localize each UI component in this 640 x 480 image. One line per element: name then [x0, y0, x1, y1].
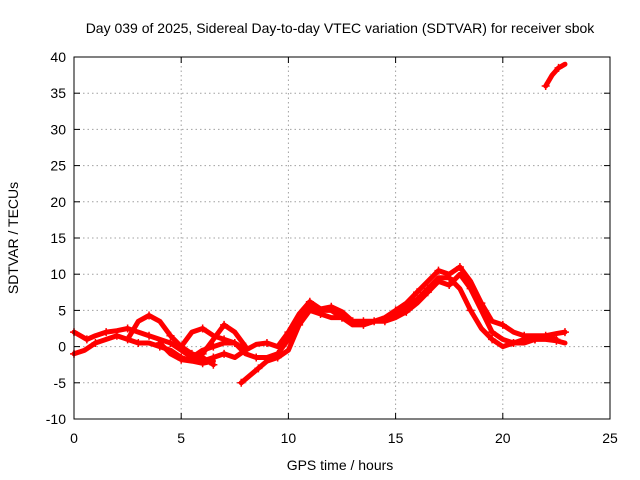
y-axis-label: SDTVAR / TECUs — [5, 182, 21, 294]
series-point-trace-7-2 — [241, 346, 250, 355]
series-point-trace-7-4 — [262, 338, 271, 347]
y-tick-label-5: 15 — [50, 230, 66, 246]
series-point-trace-1-2 — [82, 335, 91, 344]
chart-title: Day 039 of 2025, Sidereal Day-to-day VTE… — [86, 20, 596, 36]
series-line-trace-9 — [543, 61, 568, 89]
series-point-trace-8-14 — [380, 317, 389, 326]
x-tick-label-5: 25 — [602, 430, 618, 446]
series-point-trace-8-10 — [338, 313, 346, 322]
series-point-trace-1-6 — [123, 324, 132, 333]
series-point-trace-6-0 — [187, 353, 196, 362]
series-point-trace-3-4 — [166, 331, 175, 340]
series-point-trace-8-18 — [423, 288, 432, 297]
series-point-trace-8-6 — [295, 320, 304, 329]
y-tick-label-4: 10 — [50, 266, 66, 282]
series-point-trace-8-4 — [273, 353, 282, 362]
series-point-trace-6-28 — [488, 335, 497, 344]
series-point-trace-9-0 — [541, 81, 550, 90]
series-point-trace-7-16 — [391, 306, 400, 315]
y-tick-label-1: -5 — [54, 375, 67, 391]
series-point-trace-2-12 — [198, 359, 207, 368]
series-point-trace-7-0 — [220, 349, 229, 358]
axis-ticks — [73, 56, 611, 420]
y-tick-label-8: 30 — [50, 121, 66, 137]
x-tick-labels: 0 5 10 15 20 25 — [70, 430, 618, 446]
y-tick-label-10: 40 — [50, 49, 66, 65]
y-tick-label-9: 35 — [50, 85, 66, 101]
series-point-trace-2-4 — [112, 331, 121, 340]
series-point-trace-8-0 — [237, 378, 246, 387]
series-point-trace-8-20 — [445, 281, 454, 290]
series-point-trace-8-12 — [359, 320, 368, 329]
y-tick-label-3: 5 — [58, 302, 66, 318]
series-point-trace-8-28 — [530, 335, 539, 344]
series-point-trace-8-30 — [552, 335, 561, 344]
series-point-trace-7-32 — [560, 328, 569, 337]
series-point-trace-7-20 — [434, 266, 443, 275]
series-point-trace-6-6 — [252, 353, 261, 362]
x-tick-label-3: 15 — [388, 430, 404, 446]
series-point-trace-8-22 — [466, 284, 475, 293]
series-point-trace-7-18 — [413, 288, 422, 297]
y-tick-label-0: -10 — [46, 411, 66, 427]
series-point-trace-6-4 — [230, 338, 239, 347]
series-point-trace-5-0 — [177, 342, 186, 351]
y-tick-label-7: 25 — [50, 158, 66, 174]
data-series-group — [70, 61, 569, 387]
series-point-trace-6-26 — [466, 306, 475, 315]
series-point-trace-7-8 — [305, 297, 314, 306]
series-line-trace-8 — [238, 271, 559, 386]
series-point-trace-2-2 — [91, 338, 100, 347]
series-point-trace-8-16 — [402, 307, 411, 316]
series-point-trace-8-2 — [254, 364, 263, 373]
x-tick-label-0: 0 — [70, 430, 78, 446]
series-point-trace-5-2 — [198, 324, 207, 333]
y-tick-label-2: 0 — [58, 339, 66, 355]
series-point-trace-2-6 — [134, 338, 143, 347]
y-tick-label-6: 20 — [50, 194, 66, 210]
series-point-trace-1-8 — [145, 331, 154, 340]
series-point-trace-8-8 — [316, 310, 325, 319]
series-point-trace-9-2 — [554, 63, 563, 72]
series-point-trace-8-26 — [509, 338, 518, 347]
series-point-trace-4-6 — [220, 320, 229, 329]
series-point-trace-7-6 — [284, 328, 293, 337]
x-tick-label-1: 5 — [177, 430, 185, 446]
series-point-trace-7-22 — [455, 262, 464, 271]
series-point-trace-7-10 — [327, 302, 336, 311]
series-point-trace-3-2 — [145, 311, 154, 320]
series-point-trace-4-2 — [177, 355, 186, 364]
series-point-trace-8-24 — [488, 328, 497, 337]
grid-lines — [74, 57, 610, 419]
x-tick-label-2: 10 — [281, 430, 297, 446]
series-point-trace-1-10 — [166, 338, 175, 347]
series-point-trace-6-2 — [209, 342, 218, 351]
series-point-trace-3-8 — [209, 360, 218, 369]
series-point-trace-3-0 — [123, 335, 132, 344]
x-tick-label-4: 20 — [495, 430, 511, 446]
series-point-trace-4-0 — [155, 338, 164, 347]
y-tick-labels: -10 -5 0 5 10 15 20 25 30 35 40 — [46, 49, 66, 427]
x-axis-label: GPS time / hours — [287, 457, 394, 473]
series-point-trace-1-4 — [102, 328, 111, 337]
series-point-trace-7-26 — [498, 320, 507, 329]
